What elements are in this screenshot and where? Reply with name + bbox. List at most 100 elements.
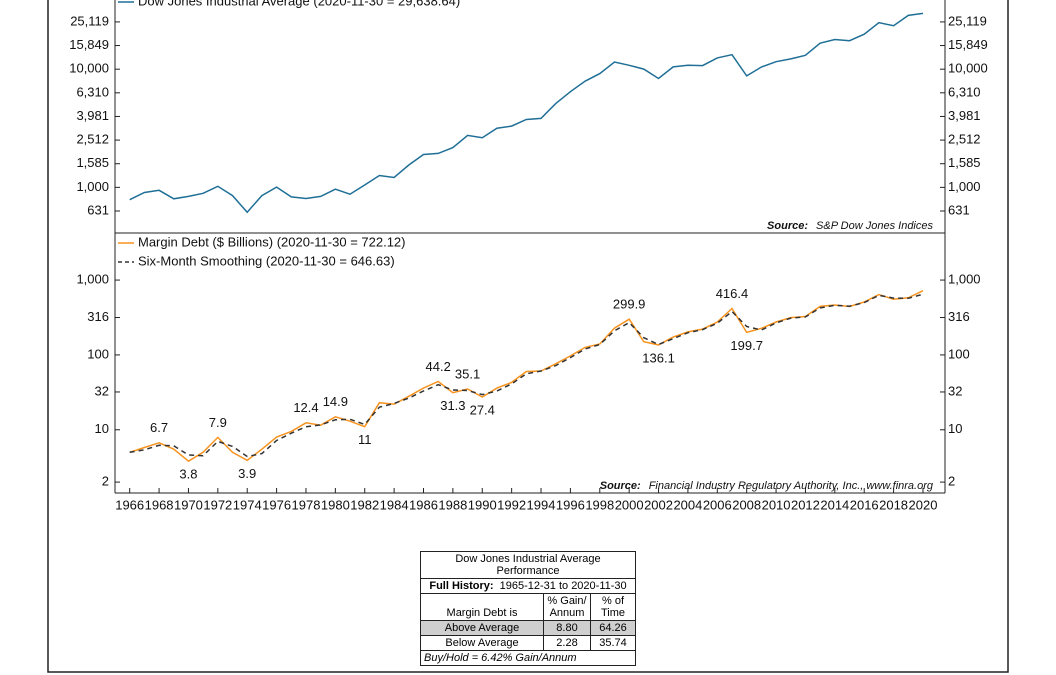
y-tick-label: 100	[87, 346, 109, 361]
legend-label: Margin Debt ($ Billions) (2020-11-30 = 7…	[138, 234, 405, 249]
cell: 35.74	[590, 635, 636, 651]
y-tick-label: 15,849	[948, 37, 988, 52]
x-tick-label: 2002	[644, 497, 673, 512]
y-tick-label: 1,585	[76, 155, 109, 170]
y-tick-label: 2	[102, 474, 109, 489]
y-tick-label: 1,000	[948, 272, 981, 287]
y-tick-label: 32	[948, 383, 962, 398]
outer-frame	[47, 0, 1009, 673]
x-tick-label: 2010	[762, 497, 791, 512]
data-label: 3.8	[179, 467, 197, 482]
data-label: 6.7	[150, 420, 168, 435]
series-line	[129, 290, 924, 463]
x-tick-label: 1970	[174, 497, 203, 512]
y-tick-label: 2,512	[76, 132, 109, 147]
cell: 8.80	[543, 620, 591, 636]
y-tick-label: 10	[948, 421, 962, 436]
source-text: Financial Industry Regulatory Authority,…	[649, 480, 934, 492]
x-tick-label: 1980	[321, 497, 350, 512]
cell: Above Average	[420, 620, 544, 636]
y-tick-label: 1,000	[76, 179, 109, 194]
cell: Below Average	[420, 635, 544, 651]
x-tick-label: 1984	[380, 497, 409, 512]
y-tick-label: 316	[87, 309, 109, 324]
source: Source: S&P Dow Jones Indices	[767, 220, 933, 232]
header: % Gain/ Annum	[543, 593, 591, 621]
data-label: 14.9	[323, 394, 348, 409]
legend-label: Dow Jones Industrial Average (2020-11-30…	[138, 0, 460, 8]
series-line	[129, 293, 924, 458]
y-tick-label: 3,981	[948, 108, 981, 123]
x-tick-label: 2012	[791, 497, 820, 512]
x-tick-label: 1968	[145, 497, 174, 512]
y-tick-label: 1,000	[948, 179, 981, 194]
x-tick-label: 1986	[409, 497, 438, 512]
data-label: 3.9	[238, 466, 256, 481]
y-tick-label: 316	[948, 309, 970, 324]
cell: 2.28	[543, 635, 591, 651]
y-tick-label: 25,119	[948, 13, 987, 28]
x-tick-label: 2018	[879, 497, 908, 512]
y-tick-label: 100	[948, 346, 970, 361]
x-tick-label: 1976	[262, 497, 291, 512]
x-tick-label: 1994	[527, 497, 556, 512]
x-tick-label: 1972	[203, 497, 232, 512]
history-label: Full History:	[429, 580, 494, 592]
data-label: 11	[358, 432, 372, 447]
y-tick-label: 25,119	[70, 13, 109, 28]
series-line	[129, 12, 924, 214]
y-tick-label: 15,849	[69, 37, 109, 52]
y-tick-label: 6,310	[76, 84, 109, 99]
header: % of Time	[590, 593, 636, 621]
y-tick-label: 6,310	[948, 84, 981, 99]
table-footer: Buy/Hold = 6.42% Gain/Annum	[420, 650, 636, 666]
x-tick-label: 1998	[585, 497, 614, 512]
x-tick-label: 1966	[115, 497, 144, 512]
data-label: 44.2	[426, 359, 451, 374]
data-label: 12.4	[293, 400, 318, 415]
x-tick-label: 1992	[497, 497, 526, 512]
source-text: S&P Dow Jones Indices	[816, 220, 933, 232]
y-tick-label: 631	[87, 202, 109, 217]
data-label: 35.1	[455, 366, 480, 381]
x-tick-label: 2014	[820, 497, 849, 512]
data-label: 27.4	[470, 402, 495, 417]
y-tick-label: 1,585	[948, 155, 981, 170]
x-tick-label: 2008	[732, 497, 761, 512]
x-tick-label: 1990	[468, 497, 497, 512]
x-tick-label: 1974	[233, 497, 262, 512]
data-label: 199.7	[730, 338, 763, 353]
y-tick-label: 631	[948, 202, 970, 217]
data-label: 31.3	[440, 398, 465, 413]
x-tick-label: 2006	[703, 497, 732, 512]
y-tick-label: 10	[95, 421, 109, 436]
y-tick-label: 10,000	[948, 61, 988, 76]
x-tick-label: 1982	[350, 497, 379, 512]
source-label: Source:	[767, 220, 808, 232]
x-tick-label: 2016	[850, 497, 879, 512]
y-tick-label: 1,000	[76, 272, 109, 287]
x-tick-label: 2004	[673, 497, 702, 512]
data-label: 136.1	[642, 350, 675, 365]
x-tick-label: 1978	[292, 497, 321, 512]
y-tick-label: 2,512	[948, 132, 981, 147]
x-tick-label: 1988	[438, 497, 467, 512]
history: 1965-12-31 to 2020-11-30	[499, 580, 627, 592]
table-history: Full History: 1965-12-31 to 2020-11-30	[420, 578, 636, 594]
source: Source: Financial Industry Regulatory Aut…	[600, 480, 934, 492]
data-label: 299.9	[613, 297, 646, 312]
y-tick-label: 2	[948, 474, 955, 489]
performance-table: Dow Jones Industrial Average Performance…	[420, 551, 636, 666]
header: Margin Debt is	[420, 593, 544, 621]
cell: 64.26	[590, 620, 636, 636]
y-tick-label: 32	[95, 383, 109, 398]
data-label: 416.4	[716, 286, 749, 301]
legend-label: Six-Month Smoothing (2020-11-30 = 646.63…	[138, 253, 395, 268]
x-tick-label: 2020	[909, 497, 938, 512]
table-title: Dow Jones Industrial Average Performance	[420, 551, 636, 579]
x-tick-label: 2000	[615, 497, 644, 512]
y-tick-label: 3,981	[76, 108, 109, 123]
x-tick-label: 1996	[556, 497, 585, 512]
data-label: 7.9	[209, 415, 227, 430]
